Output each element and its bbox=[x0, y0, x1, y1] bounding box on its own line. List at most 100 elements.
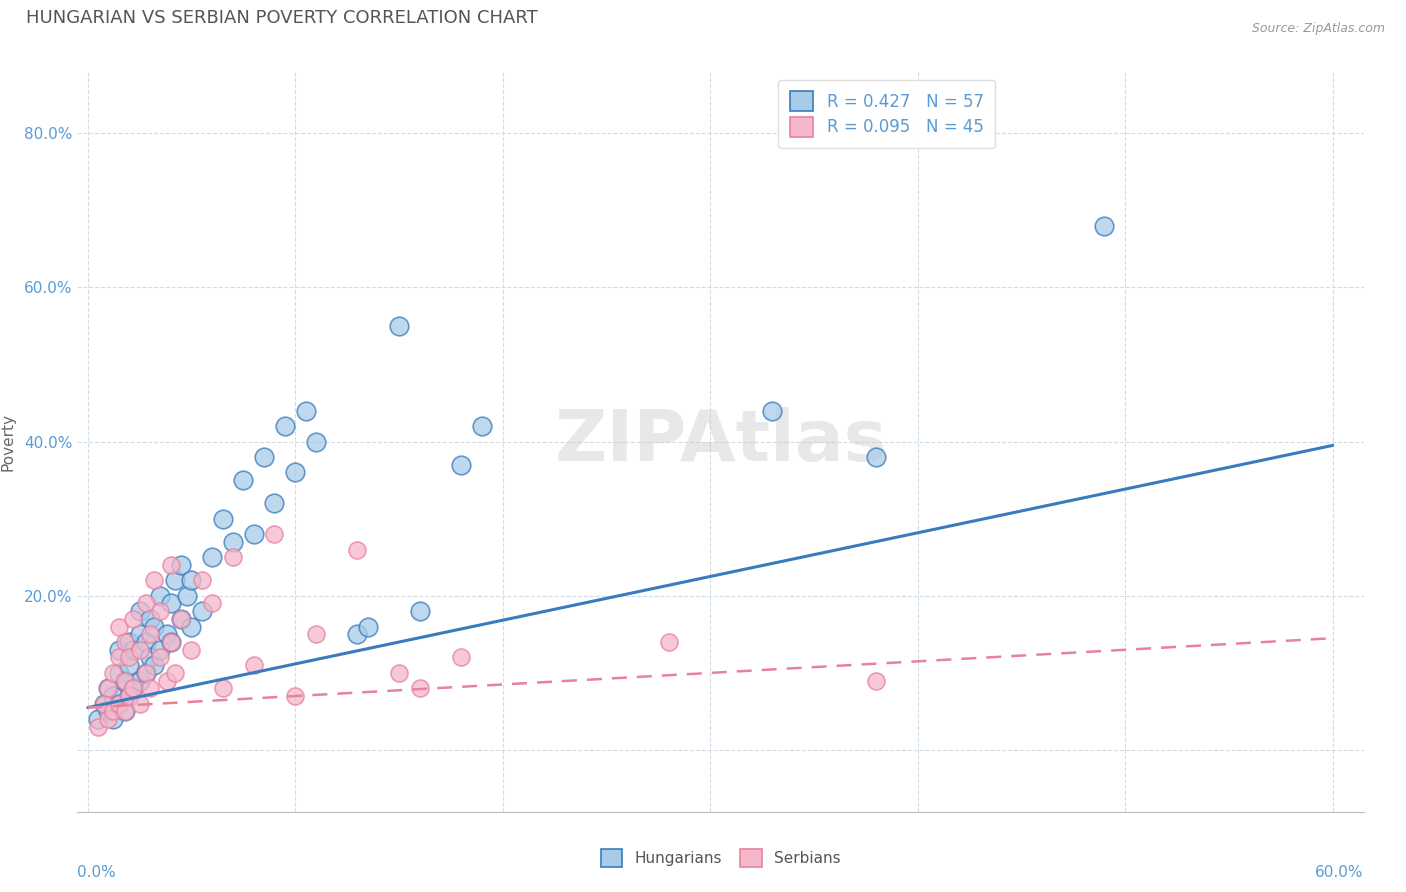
Point bbox=[263, 527, 285, 541]
Point bbox=[305, 434, 328, 449]
Text: 0.0%: 0.0% bbox=[77, 865, 117, 880]
Point bbox=[101, 712, 124, 726]
Point bbox=[108, 650, 131, 665]
Point bbox=[253, 450, 276, 464]
Point bbox=[294, 403, 316, 417]
Point bbox=[263, 496, 285, 510]
Point bbox=[211, 681, 233, 696]
Point bbox=[97, 712, 120, 726]
Point bbox=[101, 689, 124, 703]
Point bbox=[450, 650, 472, 665]
Text: ZIPAtlas: ZIPAtlas bbox=[554, 407, 887, 476]
Point bbox=[176, 589, 198, 603]
Point bbox=[191, 574, 214, 588]
Point bbox=[155, 673, 177, 688]
Point bbox=[450, 458, 472, 472]
Point bbox=[180, 574, 202, 588]
Point bbox=[170, 612, 193, 626]
Point bbox=[135, 635, 157, 649]
Point bbox=[114, 705, 136, 719]
Point bbox=[114, 635, 136, 649]
Point bbox=[761, 403, 783, 417]
Point bbox=[122, 681, 145, 696]
Point bbox=[93, 697, 115, 711]
Point bbox=[143, 619, 166, 633]
Point bbox=[139, 627, 162, 641]
Point bbox=[139, 681, 162, 696]
Point bbox=[242, 527, 264, 541]
Point bbox=[242, 658, 264, 673]
Point bbox=[87, 712, 110, 726]
Point bbox=[135, 597, 157, 611]
Y-axis label: Poverty: Poverty bbox=[0, 412, 15, 471]
Point bbox=[471, 419, 494, 434]
Text: HUNGARIAN VS SERBIAN POVERTY CORRELATION CHART: HUNGARIAN VS SERBIAN POVERTY CORRELATION… bbox=[25, 9, 537, 27]
Point bbox=[149, 642, 172, 657]
Point bbox=[388, 665, 411, 680]
Point bbox=[139, 650, 162, 665]
Point bbox=[232, 473, 254, 487]
Point bbox=[97, 705, 120, 719]
Point bbox=[409, 604, 432, 618]
Point bbox=[97, 681, 120, 696]
Point bbox=[170, 558, 193, 572]
Point bbox=[139, 612, 162, 626]
Point bbox=[128, 642, 150, 657]
Point bbox=[108, 665, 131, 680]
Point bbox=[118, 658, 141, 673]
Point bbox=[222, 534, 245, 549]
Point bbox=[108, 642, 131, 657]
Point bbox=[1094, 219, 1116, 233]
Point bbox=[128, 627, 150, 641]
Point bbox=[211, 511, 233, 525]
Point bbox=[118, 689, 141, 703]
Legend: Hungarians, Serbians: Hungarians, Serbians bbox=[593, 841, 848, 874]
Point bbox=[346, 627, 368, 641]
Point bbox=[128, 697, 150, 711]
Point bbox=[409, 681, 432, 696]
Point bbox=[143, 658, 166, 673]
Point bbox=[388, 318, 411, 333]
Point bbox=[128, 604, 150, 618]
Point bbox=[114, 673, 136, 688]
Point bbox=[658, 635, 681, 649]
Point bbox=[201, 597, 224, 611]
Point bbox=[163, 574, 186, 588]
Point bbox=[118, 635, 141, 649]
Point bbox=[114, 673, 136, 688]
Point bbox=[284, 689, 307, 703]
Point bbox=[149, 604, 172, 618]
Point bbox=[155, 627, 177, 641]
Point bbox=[865, 450, 887, 464]
Point bbox=[108, 697, 131, 711]
Text: 60.0%: 60.0% bbox=[1316, 865, 1364, 880]
Point bbox=[122, 642, 145, 657]
Point bbox=[163, 665, 186, 680]
Point bbox=[357, 619, 380, 633]
Point bbox=[101, 665, 124, 680]
Point bbox=[159, 597, 181, 611]
Point bbox=[114, 705, 136, 719]
Point bbox=[135, 665, 157, 680]
Point bbox=[143, 574, 166, 588]
Point bbox=[149, 650, 172, 665]
Point bbox=[305, 627, 328, 641]
Text: Source: ZipAtlas.com: Source: ZipAtlas.com bbox=[1251, 22, 1385, 36]
Point bbox=[122, 681, 145, 696]
Point bbox=[108, 619, 131, 633]
Point bbox=[274, 419, 297, 434]
Point bbox=[180, 619, 202, 633]
Point bbox=[149, 589, 172, 603]
Point bbox=[108, 697, 131, 711]
Point bbox=[159, 635, 181, 649]
Point bbox=[346, 542, 368, 557]
Point bbox=[87, 720, 110, 734]
Point bbox=[284, 466, 307, 480]
Point bbox=[865, 673, 887, 688]
Point bbox=[101, 705, 124, 719]
Point bbox=[191, 604, 214, 618]
Point bbox=[128, 673, 150, 688]
Point bbox=[118, 689, 141, 703]
Point bbox=[170, 612, 193, 626]
Point bbox=[118, 650, 141, 665]
